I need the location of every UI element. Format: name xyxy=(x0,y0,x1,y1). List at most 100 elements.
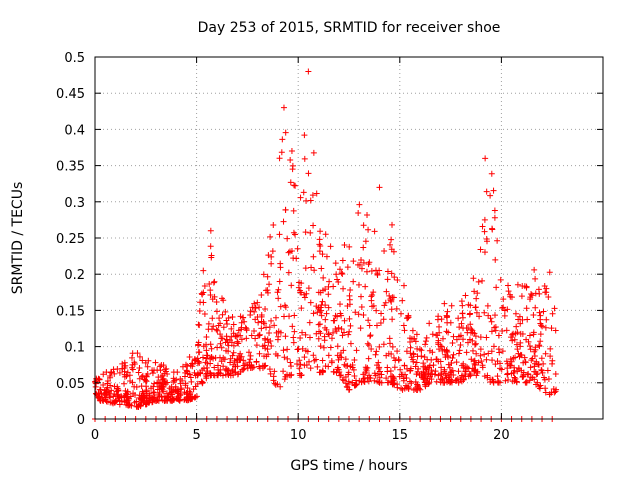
data-point xyxy=(253,342,260,349)
data-point xyxy=(532,275,539,282)
data-point xyxy=(481,351,488,358)
data-point xyxy=(477,352,484,359)
data-point xyxy=(274,289,281,296)
data-point xyxy=(275,286,282,293)
data-point xyxy=(230,342,237,349)
data-point xyxy=(530,311,537,318)
data-point xyxy=(539,323,546,330)
data-point xyxy=(364,212,371,219)
data-point xyxy=(265,351,272,358)
data-point xyxy=(510,355,517,362)
data-point xyxy=(231,357,238,364)
data-point xyxy=(326,331,333,338)
data-point xyxy=(436,346,443,353)
data-point xyxy=(367,333,374,340)
data-point xyxy=(386,335,393,342)
data-point xyxy=(331,317,338,324)
data-point xyxy=(154,397,161,404)
data-point xyxy=(372,372,379,379)
data-point xyxy=(270,222,277,229)
data-point xyxy=(235,352,242,359)
data-point xyxy=(511,336,518,343)
data-point xyxy=(262,305,269,312)
data-point xyxy=(447,319,454,326)
data-point xyxy=(393,305,400,312)
data-point xyxy=(318,265,325,272)
data-point xyxy=(258,292,265,299)
data-point xyxy=(380,341,387,348)
data-point xyxy=(492,324,499,331)
data-point xyxy=(511,367,518,374)
data-point xyxy=(537,331,544,338)
data-point xyxy=(462,292,469,299)
data-point xyxy=(489,226,496,233)
data-point xyxy=(366,322,373,329)
data-point xyxy=(376,184,383,191)
data-point xyxy=(285,249,292,256)
data-point xyxy=(207,243,214,250)
data-point xyxy=(285,269,292,276)
data-point xyxy=(144,397,151,404)
data-point xyxy=(288,363,295,370)
data-point xyxy=(313,303,320,310)
data-point xyxy=(384,364,391,371)
data-point xyxy=(394,276,401,283)
data-point xyxy=(400,375,407,382)
data-point xyxy=(327,243,334,250)
data-point xyxy=(192,372,199,379)
data-point xyxy=(268,253,275,260)
data-point xyxy=(251,300,258,307)
data-point xyxy=(330,329,337,336)
data-point xyxy=(245,349,252,356)
data-point xyxy=(537,316,544,323)
data-point xyxy=(368,267,375,274)
data-point xyxy=(438,316,445,323)
data-point xyxy=(323,310,330,317)
data-point xyxy=(437,343,444,350)
data-point xyxy=(504,306,511,313)
data-point xyxy=(412,378,419,385)
data-point xyxy=(386,292,393,299)
data-point xyxy=(264,336,271,343)
data-point xyxy=(373,348,380,355)
data-point xyxy=(445,329,452,336)
data-point xyxy=(352,309,359,316)
data-point xyxy=(156,389,163,396)
data-point xyxy=(373,362,380,369)
data-point xyxy=(336,266,343,273)
data-point xyxy=(527,346,534,353)
data-point xyxy=(263,287,270,294)
data-point xyxy=(306,358,313,365)
data-point xyxy=(418,374,425,381)
data-point xyxy=(236,357,243,364)
data-point xyxy=(532,290,539,297)
data-point xyxy=(205,320,212,327)
data-point xyxy=(287,179,294,186)
data-point xyxy=(280,218,287,225)
data-point xyxy=(528,291,535,298)
data-point xyxy=(367,332,374,339)
data-point xyxy=(410,351,417,358)
data-point xyxy=(370,302,377,309)
data-point xyxy=(513,323,520,330)
data-point xyxy=(376,343,383,350)
data-point xyxy=(491,207,498,214)
data-point xyxy=(189,363,196,370)
data-point xyxy=(281,313,288,320)
data-point xyxy=(523,378,530,385)
data-point xyxy=(114,391,121,398)
data-point xyxy=(253,358,260,365)
data-point xyxy=(538,322,545,329)
data-point xyxy=(341,361,348,368)
data-point xyxy=(502,377,509,384)
data-point xyxy=(450,333,457,340)
data-point xyxy=(305,68,312,75)
data-point xyxy=(181,396,188,403)
data-point xyxy=(97,397,104,404)
data-point xyxy=(386,340,393,347)
data-point xyxy=(300,189,307,196)
data-point xyxy=(507,362,514,369)
data-point xyxy=(368,293,375,300)
data-point xyxy=(504,371,511,378)
